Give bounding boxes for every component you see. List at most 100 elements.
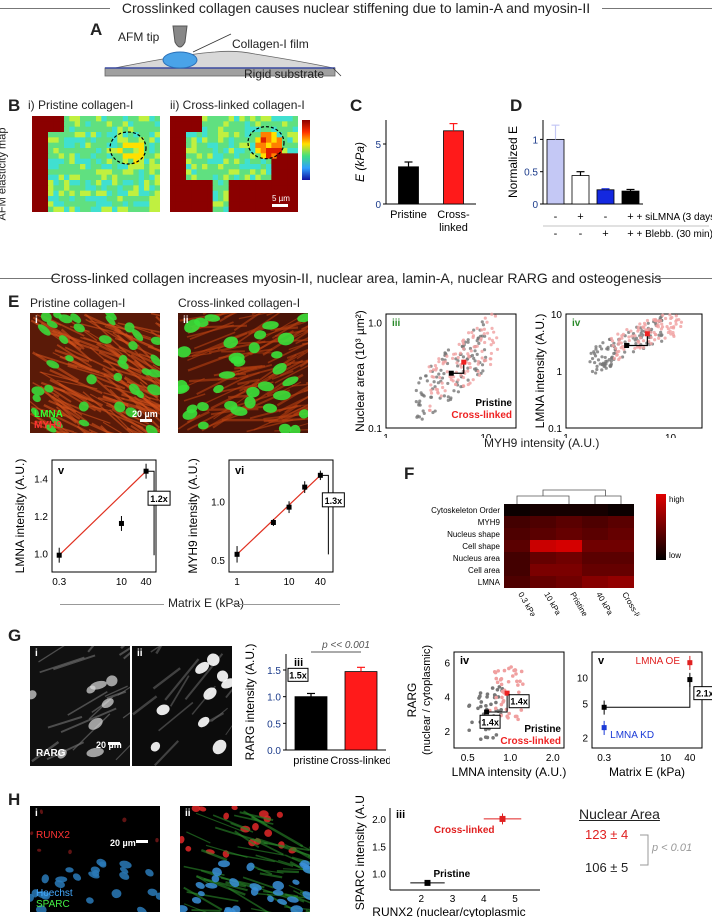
data-point (600, 368, 604, 372)
y-tick-label: 5 (375, 140, 381, 151)
afm-pixel (32, 121, 38, 128)
y-tick-label: 1.5 (267, 666, 281, 677)
data-point (606, 345, 610, 350)
data-point (480, 328, 484, 332)
afm-pixel (228, 190, 235, 197)
heat-cell (504, 576, 530, 588)
data-point (485, 692, 490, 696)
row-label: Nucleus area (453, 554, 501, 563)
afm-pixel (244, 137, 251, 144)
data-point (467, 354, 471, 358)
data-point (482, 332, 486, 336)
afm-pixel (74, 164, 81, 170)
afm-pixel (144, 126, 150, 133)
afm-pixel (117, 142, 124, 149)
fiber (130, 325, 160, 337)
fiber (239, 381, 260, 392)
data-point (599, 347, 604, 351)
bar (571, 175, 590, 205)
nucleus (119, 867, 129, 874)
afm-pixel (255, 174, 262, 181)
afm-pixel (207, 148, 214, 154)
y-axis-label: RARG intensity (A.U.) (243, 644, 257, 761)
data-point (516, 683, 520, 687)
afm-pixel (106, 148, 113, 154)
afm-pixel (212, 164, 219, 170)
afm-pixel (223, 201, 230, 208)
fiber (186, 324, 234, 338)
heat-cell (530, 540, 556, 552)
afm-pixel (122, 169, 129, 176)
afm-pixel (149, 142, 156, 149)
afm-pixel (32, 132, 38, 138)
afm-pixel (266, 174, 272, 181)
afm-pixel (90, 180, 97, 186)
data-point (614, 346, 618, 350)
data-point (433, 364, 438, 368)
heat-cell (582, 528, 608, 540)
afm-pixel (266, 153, 272, 160)
scale-bar (272, 204, 288, 207)
afm-pixel (80, 164, 86, 170)
myh9-label: MYH9 (34, 420, 62, 431)
afm-pixel (212, 132, 219, 138)
data-point (490, 686, 495, 690)
bar (443, 130, 464, 205)
afm-pixel (271, 196, 278, 202)
afm-pixel (74, 132, 81, 138)
fiber (233, 313, 262, 332)
nucleus (262, 321, 279, 330)
afm-pixel (186, 153, 192, 160)
afm-pixel (271, 164, 278, 170)
afm-pixel (244, 180, 251, 186)
afm-pixel (292, 164, 298, 170)
afm-pixel (128, 180, 134, 186)
data-point (499, 815, 506, 822)
afm-pixel (292, 132, 298, 138)
nucleus (207, 653, 220, 667)
data-point (631, 350, 636, 354)
substrate-label: Rigid substrate (244, 67, 325, 81)
nucleus (185, 846, 192, 852)
afm-pixel (96, 132, 102, 138)
plot-frame (51, 459, 157, 573)
data-point (593, 360, 597, 365)
plot-frame (453, 651, 565, 749)
data-point (490, 326, 494, 331)
afm-pixel (234, 126, 240, 133)
data-point (469, 349, 473, 353)
nucleus (277, 332, 295, 346)
nucleus (31, 889, 39, 898)
afm-pixel (96, 174, 102, 181)
afm-pixel (186, 132, 192, 138)
nucleus (118, 354, 128, 365)
fiber (291, 856, 310, 864)
x-tick-label: Cross- (437, 209, 470, 221)
fiber (286, 348, 308, 359)
y-tick-label: 1.2 (34, 512, 48, 523)
data-point (598, 344, 602, 348)
afm-pixel (154, 142, 160, 149)
afm-pixel (218, 158, 224, 165)
data-point (594, 347, 598, 351)
afm-pixel (42, 153, 49, 160)
nucleus (90, 866, 101, 874)
afm-pixel (175, 164, 182, 170)
data-point (519, 669, 524, 674)
fiber (299, 844, 310, 851)
fiber (186, 410, 210, 424)
data-point (506, 679, 511, 684)
heat-cell (608, 540, 634, 552)
data-point (437, 357, 441, 361)
pristine-area-value: 106 ± 5 (585, 860, 629, 875)
afm-pixel (250, 164, 256, 170)
fiber (89, 423, 110, 433)
afm-pixel (58, 180, 65, 186)
afm-pixel (234, 116, 240, 122)
data-point (286, 504, 292, 510)
afm-pixel (223, 137, 230, 144)
nucleus (147, 369, 160, 378)
afm-pixel (69, 148, 76, 154)
afm-pixel (48, 180, 54, 186)
